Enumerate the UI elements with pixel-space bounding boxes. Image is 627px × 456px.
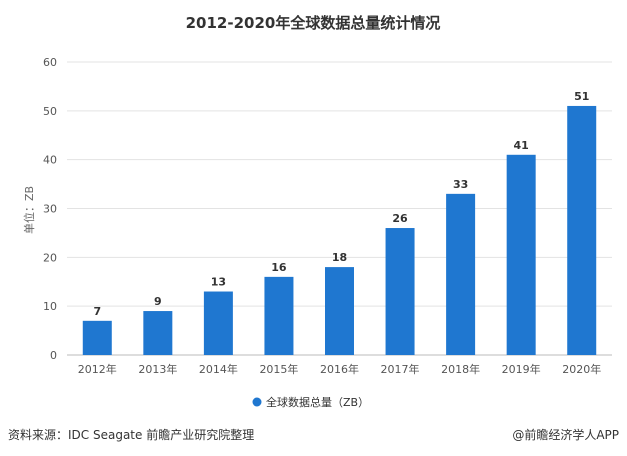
bar <box>506 154 536 355</box>
x-tick-label: 2016年 <box>320 362 359 376</box>
x-axis-ticks: 2012年 2013年 2014年 2015年 2016年 2017年 2018年 2019年… <box>78 362 601 376</box>
bar <box>567 105 597 355</box>
x-tick-label: 2013年 <box>138 362 177 376</box>
y-tick-label: 60 <box>43 56 57 69</box>
bar <box>446 193 476 355</box>
source-note: 资料来源：IDC Seagate 前瞻产业研究院整理 <box>8 428 255 442</box>
y-axis-ticks: 0 10 20 30 40 50 60 <box>43 56 57 362</box>
y-tick-label: 50 <box>43 105 57 118</box>
x-tick-label: 2014年 <box>199 362 238 376</box>
data-label: 18 <box>332 251 347 264</box>
x-tick-label: 2019年 <box>502 362 541 376</box>
legend: 全球数据总量（ZB） <box>252 395 369 409</box>
x-tick-label: 2012年 <box>78 362 117 376</box>
data-label: 16 <box>271 261 287 274</box>
data-label: 33 <box>453 178 468 191</box>
bar <box>385 228 415 355</box>
data-label: 26 <box>392 212 408 225</box>
chart-title: 2012-2020年全球数据总量统计情况 <box>186 14 441 32</box>
data-label: 13 <box>211 276 226 289</box>
gridlines <box>67 61 612 356</box>
data-label: 9 <box>154 295 162 308</box>
bar <box>264 276 294 355</box>
y-tick-label: 30 <box>43 203 57 216</box>
x-tick-label: 2017年 <box>381 362 420 376</box>
brand-credit: @前瞻经济学人APP <box>512 428 619 442</box>
x-tick-label: 2015年 <box>259 362 298 376</box>
bar <box>325 267 354 355</box>
y-tick-label: 40 <box>43 154 57 167</box>
bars: 7 9 13 16 18 26 33 41 51 <box>82 90 597 355</box>
legend-marker <box>252 397 262 407</box>
y-tick-label: 0 <box>50 349 57 362</box>
y-axis-label: 单位：ZB <box>22 186 36 234</box>
x-tick-label: 2020年 <box>562 362 601 376</box>
y-tick-label: 10 <box>43 300 57 313</box>
bar <box>143 311 173 355</box>
bar <box>203 291 233 355</box>
y-tick-label: 20 <box>43 251 57 264</box>
data-label: 7 <box>93 305 101 318</box>
data-label: 51 <box>574 90 589 103</box>
legend-label: 全球数据总量（ZB） <box>266 395 369 409</box>
data-label: 41 <box>514 139 529 152</box>
x-tick-label: 2018年 <box>441 362 480 376</box>
bar <box>82 320 112 355</box>
